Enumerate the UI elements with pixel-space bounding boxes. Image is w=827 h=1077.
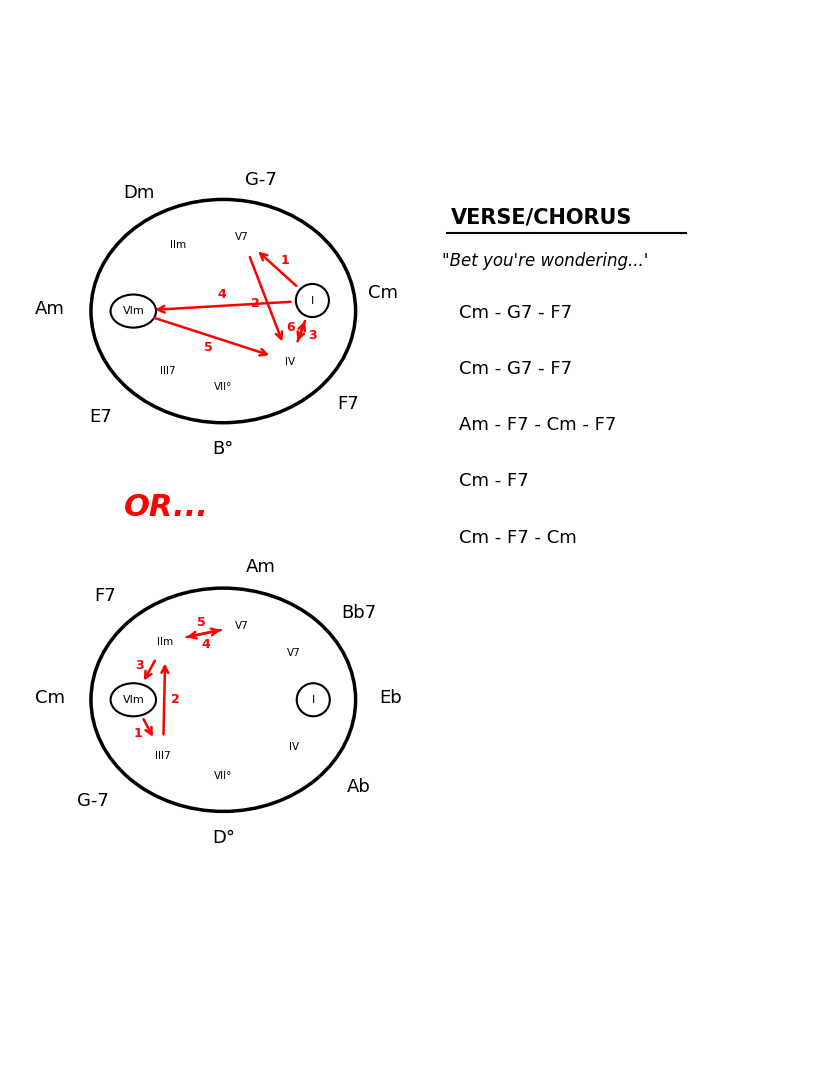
Text: IIm: IIm (157, 637, 174, 646)
Text: "Bet you're wondering...': "Bet you're wondering...' (442, 252, 649, 269)
Text: E7: E7 (89, 408, 112, 426)
Text: I: I (311, 295, 314, 306)
Text: V7: V7 (235, 620, 249, 630)
Text: 2: 2 (171, 693, 180, 705)
Text: III7: III7 (155, 751, 171, 761)
Text: G-7: G-7 (245, 170, 277, 188)
Text: VERSE/CHORUS: VERSE/CHORUS (451, 208, 632, 227)
Text: VIm: VIm (122, 306, 144, 316)
Text: 3: 3 (135, 659, 144, 672)
Text: V7: V7 (287, 648, 301, 658)
Text: Cm - G7 - F7: Cm - G7 - F7 (459, 304, 572, 322)
Text: 3: 3 (308, 328, 317, 341)
Text: Bb7: Bb7 (342, 604, 376, 621)
Text: Cm: Cm (368, 284, 399, 302)
Text: I: I (312, 695, 315, 704)
Text: VIm: VIm (122, 695, 144, 704)
Text: Am: Am (35, 300, 65, 319)
Text: III7: III7 (160, 366, 175, 376)
Text: Cm - F7 - Cm: Cm - F7 - Cm (459, 529, 576, 547)
Text: Ab: Ab (347, 778, 371, 796)
Text: 4: 4 (202, 639, 211, 652)
Text: G-7: G-7 (78, 792, 109, 810)
Text: D°: D° (212, 829, 235, 847)
Text: 1: 1 (280, 253, 289, 267)
Text: Eb: Eb (379, 689, 402, 708)
Text: IIm: IIm (170, 240, 186, 250)
Text: 4: 4 (218, 288, 227, 300)
Text: IV: IV (285, 356, 295, 367)
Text: V7: V7 (235, 232, 249, 242)
Text: F7: F7 (337, 395, 359, 412)
Text: Am: Am (246, 558, 275, 576)
Text: 5: 5 (197, 616, 206, 629)
Text: OR...: OR... (124, 492, 209, 521)
Text: 5: 5 (203, 341, 213, 354)
Text: 1: 1 (134, 727, 142, 740)
Text: VII°: VII° (214, 771, 232, 781)
Text: 2: 2 (251, 297, 260, 310)
Text: Am - F7 - Cm - F7: Am - F7 - Cm - F7 (459, 416, 616, 434)
Text: B°: B° (213, 440, 234, 458)
Text: VII°: VII° (214, 382, 232, 392)
Text: IV: IV (289, 741, 299, 752)
Text: Cm: Cm (35, 689, 65, 708)
Text: 6: 6 (286, 321, 294, 334)
Text: Cm - G7 - F7: Cm - G7 - F7 (459, 360, 572, 378)
Text: F7: F7 (94, 587, 116, 605)
Text: Cm - F7: Cm - F7 (459, 473, 528, 490)
Text: Dm: Dm (123, 184, 155, 201)
